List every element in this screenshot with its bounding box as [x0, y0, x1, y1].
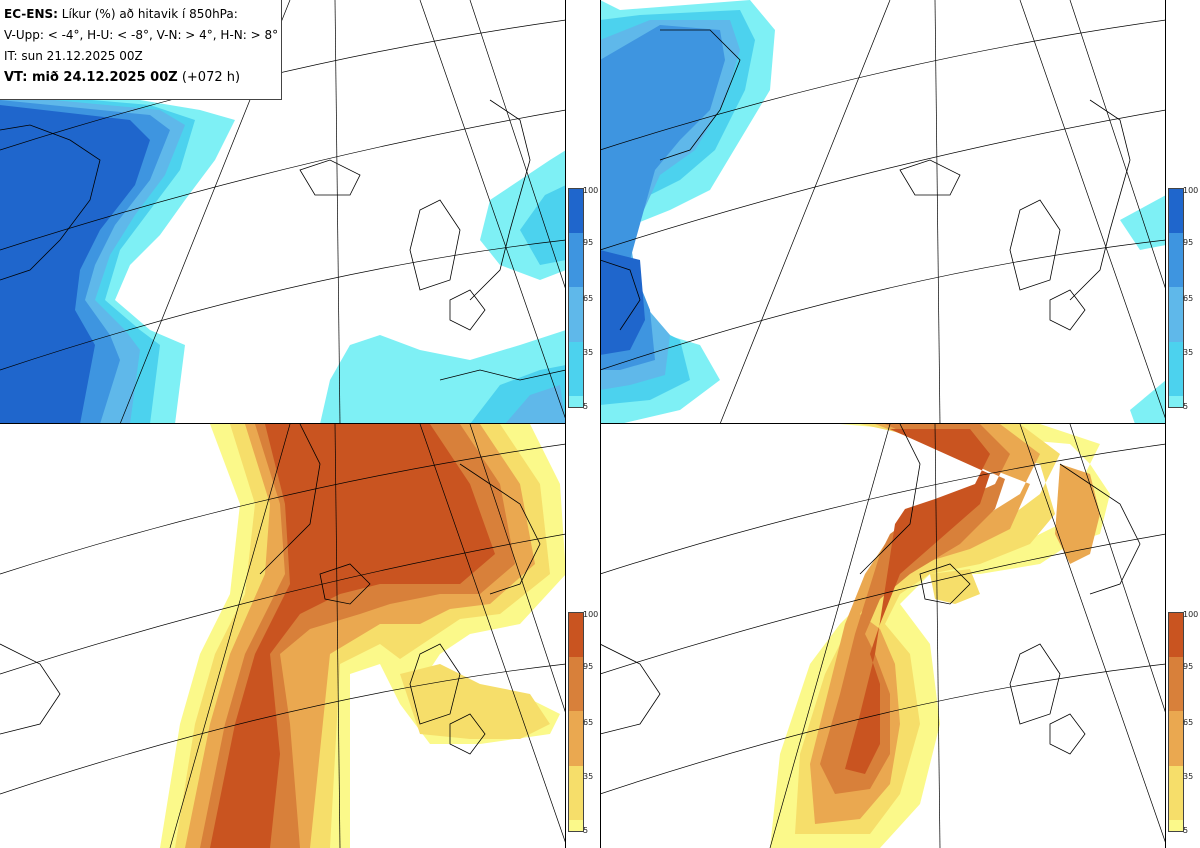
panel-border-left [600, 0, 601, 848]
colorbar-band-3 [569, 287, 583, 342]
colorbar-tick-95: 95 [583, 662, 594, 671]
colorbar-band-5 [569, 613, 583, 657]
colorbar-band-2 [569, 765, 583, 821]
colorbar-band-3 [1169, 287, 1183, 342]
colorbar-tick-35: 35 [1183, 772, 1194, 781]
colorbar-tick-100: 100 [583, 186, 599, 195]
colorbar-tick-5: 5 [1183, 402, 1189, 411]
map-cold-8 [600, 0, 1166, 424]
colorbar-band-5 [1169, 613, 1183, 657]
coastlines [600, 424, 1141, 755]
probability-field [0, 90, 566, 424]
colorbar-band-2 [1169, 765, 1183, 821]
colorbar-warm-8 [1168, 612, 1184, 832]
colorbar-tick-100: 100 [1183, 186, 1199, 195]
colorbar-band-5 [1169, 189, 1183, 233]
colorbar-tick-100: 100 [583, 610, 599, 619]
graticule [0, 424, 566, 848]
colorbar-tick-5: 5 [583, 826, 589, 835]
colorbar-tick-95: 95 [583, 238, 594, 247]
colorbar-band-4 [1169, 656, 1183, 712]
colorbar-cold-4 [568, 188, 584, 408]
colorbar-tick-65: 65 [1183, 294, 1194, 303]
colorbar-band-1 [1169, 820, 1183, 831]
panel-border-top [600, 423, 1166, 424]
coastlines [0, 424, 541, 755]
graticule [600, 424, 1166, 848]
map-cold-4 [0, 0, 566, 424]
colorbar-tick-65: 65 [583, 294, 594, 303]
colorbar-band-3 [569, 711, 583, 766]
panel-border-right [565, 0, 566, 848]
valid-time-line: VT: mið 24.12.2025 00Z (+072 h) [4, 67, 281, 88]
colorbar-tick-35: 35 [583, 772, 594, 781]
threshold-definitions: V-Upp: < -4°, H-U: < -8°, V-N: > 4°, H-N… [4, 28, 279, 42]
colorbar-band-4 [569, 656, 583, 712]
colorbar-tick-65: 65 [583, 718, 594, 727]
map-panel-warm-4 [0, 424, 566, 848]
map-panel-cold-8 [600, 0, 1166, 424]
colorbar-band-1 [569, 820, 583, 831]
info-title-line: EC-ENS: Líkur (%) að hitavik í 850hPa: [4, 4, 281, 25]
valid-time: VT: mið 24.12.2025 00Z [4, 70, 178, 85]
colorbar-band-1 [569, 396, 583, 407]
model-name: EC-ENS: [4, 7, 58, 21]
colorbar-band-2 [569, 341, 583, 397]
variable-title: Líkur (%) að hitavik í 850hPa: [61, 7, 238, 21]
colorbar-tick-35: 35 [1183, 348, 1194, 357]
panel-border-right [1165, 0, 1166, 848]
colorbar-tick-95: 95 [1183, 238, 1194, 247]
forecast-offset: (+072 h) [181, 70, 241, 85]
map-panel-warm-8 [600, 424, 1166, 848]
colorbar-band-2 [1169, 341, 1183, 397]
colorbar-tick-5: 5 [1183, 826, 1189, 835]
map-panel-cold-4 [0, 0, 566, 424]
colorbar-cold-8 [1168, 188, 1184, 408]
colorbar-warm-4 [568, 612, 584, 832]
map-warm-8 [600, 424, 1166, 848]
initial-time: IT: sun 21.12.2025 00Z [4, 49, 143, 63]
coastlines [0, 99, 566, 381]
colorbar-tick-5: 5 [583, 402, 589, 411]
colorbar-tick-65: 65 [1183, 718, 1194, 727]
colorbar-tick-95: 95 [1183, 662, 1194, 671]
probability-field [160, 424, 566, 848]
colorbar-band-5 [569, 189, 583, 233]
colorbar-band-4 [1169, 232, 1183, 288]
colorbar-band-1 [1169, 396, 1183, 407]
colorbar-band-3 [1169, 711, 1183, 766]
probability-field [600, 0, 1166, 424]
colorbar-band-4 [569, 232, 583, 288]
colorbar-tick-100: 100 [1183, 610, 1199, 619]
colorbar-tick-35: 35 [583, 348, 594, 357]
graticule [600, 0, 1166, 424]
panel-border-top [0, 423, 566, 424]
info-legend: EC-ENS: Líkur (%) að hitavik í 850hPa: V… [0, 0, 282, 100]
map-warm-4 [0, 424, 566, 848]
coastlines [600, 29, 1131, 331]
probability-field [770, 424, 1110, 848]
